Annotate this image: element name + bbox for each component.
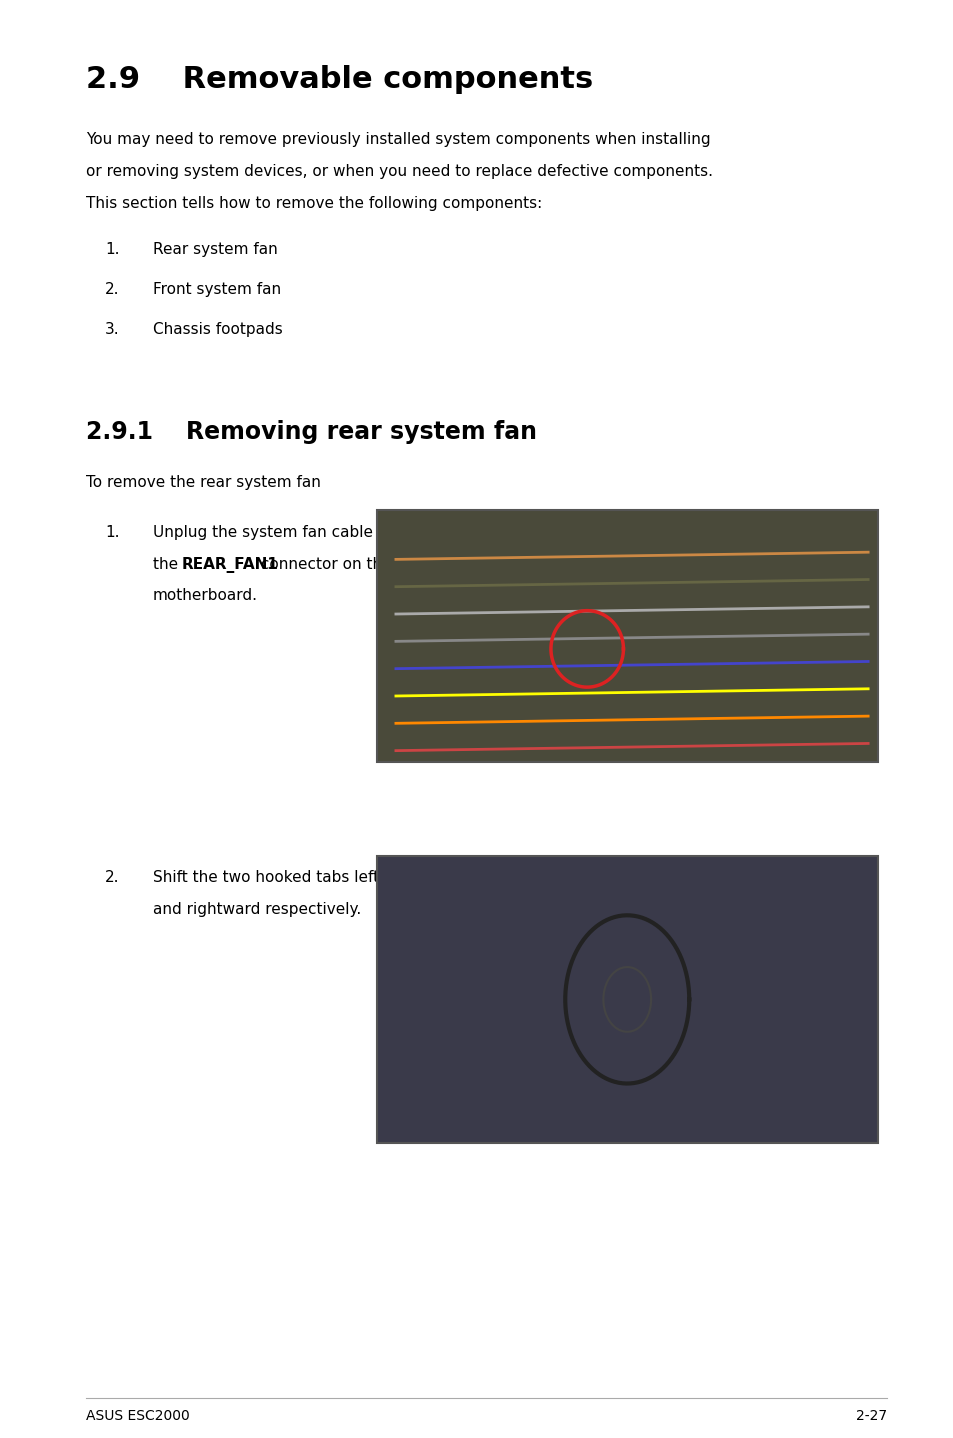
Text: Unplug the system fan cable from: Unplug the system fan cable from bbox=[152, 525, 413, 539]
Bar bbox=[376, 510, 877, 762]
Text: connector on the: connector on the bbox=[255, 557, 391, 571]
Text: 1.: 1. bbox=[105, 525, 119, 539]
Text: ASUS ESC2000: ASUS ESC2000 bbox=[86, 1409, 190, 1424]
Text: Chassis footpads: Chassis footpads bbox=[152, 322, 282, 336]
Bar bbox=[376, 856, 877, 1143]
Text: You may need to remove previously installed system components when installing: You may need to remove previously instal… bbox=[86, 132, 710, 147]
Text: Front system fan: Front system fan bbox=[152, 282, 280, 296]
Text: 3.: 3. bbox=[105, 322, 119, 336]
Text: This section tells how to remove the following components:: This section tells how to remove the fol… bbox=[86, 196, 541, 210]
Text: or removing system devices, or when you need to replace defective components.: or removing system devices, or when you … bbox=[86, 164, 712, 178]
Text: To remove the rear system fan: To remove the rear system fan bbox=[86, 475, 320, 489]
Text: the: the bbox=[152, 557, 182, 571]
Text: 2.9.1    Removing rear system fan: 2.9.1 Removing rear system fan bbox=[86, 420, 537, 444]
Text: and rightward respectively.: and rightward respectively. bbox=[152, 902, 360, 916]
Text: Shift the two hooked tabs leftward: Shift the two hooked tabs leftward bbox=[152, 870, 416, 884]
Text: 2.: 2. bbox=[105, 870, 119, 884]
Text: Rear system fan: Rear system fan bbox=[152, 242, 277, 256]
Text: motherboard.: motherboard. bbox=[152, 588, 257, 603]
Text: 2.9    Removable components: 2.9 Removable components bbox=[86, 65, 593, 93]
Text: 2.: 2. bbox=[105, 282, 119, 296]
Text: 1.: 1. bbox=[105, 242, 119, 256]
Text: 2-27: 2-27 bbox=[855, 1409, 886, 1424]
Text: REAR_FAN1: REAR_FAN1 bbox=[181, 557, 278, 572]
